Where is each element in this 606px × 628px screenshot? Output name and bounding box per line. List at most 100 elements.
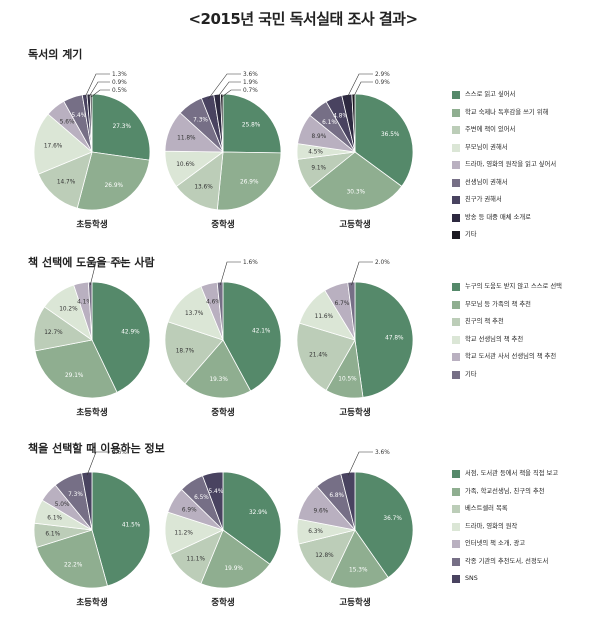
pie-slice [309, 151, 403, 211]
pie-group-label: 중학생 [211, 219, 235, 230]
slice-value-label: 0.9% [375, 80, 390, 86]
page-title: <2015년 국민 독서실태 조사 결과> [188, 10, 418, 28]
pie-slice [33, 113, 93, 175]
leader-line [221, 89, 241, 98]
pie-slice [36, 529, 108, 589]
legend-item: SNS [452, 575, 602, 593]
slice-value-label: 6.9% [182, 508, 197, 514]
slice-value-label: 12.8% [315, 553, 334, 559]
pie-slice [164, 321, 224, 385]
legend-swatch [452, 540, 460, 548]
pie-slice [87, 281, 93, 341]
pie-slice [91, 281, 151, 393]
leader-line [346, 73, 373, 98]
slice-value-label: 25.8% [242, 122, 261, 128]
slice-value-label: 26.9% [105, 183, 124, 189]
pie-0-0: 27.3% 26.9% 14.7% 17.6% 5.6%5.4% 1.3% 0.9% 0.5%… [33, 72, 151, 230]
legend-swatch [452, 161, 460, 169]
slice-value-label: 6.1% [322, 120, 337, 126]
legend-label: 방송 등 대중 매체 소개로 [465, 213, 531, 221]
pie-slice [216, 281, 224, 341]
slice-value-label: 36.5% [381, 132, 400, 138]
leader-line [347, 451, 373, 476]
slice-value-label: 42.1% [252, 328, 271, 334]
pie-slice [91, 93, 151, 161]
slice-value-label: 12.7% [44, 330, 63, 336]
pie-group-label: 초등학생 [76, 407, 107, 418]
legend-swatch [452, 370, 460, 379]
legend-item: 서점, 도서관 등에서 책을 직접 보고 [452, 470, 602, 488]
legend-label: 드라마, 영화의 원작을 읽고 싶어서 [465, 161, 557, 168]
slice-value-label: 0.9% [112, 80, 127, 86]
legend-swatch [452, 470, 460, 478]
legend-label: 드라마, 영화의 원작 [465, 522, 518, 530]
pie-group-label: 초등학생 [76, 219, 107, 230]
legend-label: 학교 선생님의 책 추천 [465, 335, 524, 343]
pie-group-label: 고등학생 [339, 407, 370, 418]
slice-value-label: 11.2% [174, 530, 193, 536]
legend-item: 선생님이 권해서 [452, 178, 602, 197]
slice-value-label: 6.5% [194, 495, 209, 501]
pie-group-label: 고등학생 [339, 219, 370, 230]
slice-value-label: 4.8% [333, 113, 348, 119]
slice-value-label: 6.1% [47, 515, 62, 521]
slice-value-label: 1.6% [243, 260, 258, 266]
legend-item: 방송 등 대중 매체 소개로 [452, 213, 602, 232]
legend-label: 학교 도서관 사서 선생님의 책 추천 [465, 353, 557, 360]
section-title-selection-info: 책을 선택할 때 이용하는 정보 [28, 442, 165, 455]
legend-item: 학교 숙제나 독후감을 쓰기 위해 [452, 108, 602, 127]
legend-swatch [452, 126, 460, 134]
legend-label: 인터넷의 책 소개, 광고 [465, 540, 526, 547]
slice-value-label: 30.3% [347, 189, 366, 195]
legend-item: 가족, 학교선생님, 친구의 추천 [452, 487, 602, 506]
pie-slice [220, 93, 224, 153]
legend-label: 선생님이 권해서 [465, 178, 508, 186]
slice-value-label: 10.5% [338, 377, 357, 383]
legend-swatch [452, 283, 460, 291]
slice-value-label: 1.3% [112, 72, 127, 78]
legend-swatch [452, 505, 460, 513]
slice-value-label: 13.6% [194, 184, 213, 190]
slice-value-label: 3.6% [243, 72, 258, 78]
legend-swatch [452, 108, 460, 117]
slice-value-label: 6.1% [45, 532, 60, 538]
slice-value-label: 29.1% [65, 373, 84, 379]
pie-slice [222, 471, 282, 565]
legend-swatch [452, 575, 460, 583]
legend-item: 친구의 책 추천 [452, 318, 602, 336]
legend-label: 누구의 도움도 받지 않고 스스로 선택 [465, 283, 562, 290]
legend-item: 기타 [452, 370, 602, 389]
leader-line [353, 81, 373, 98]
legend-label: 가족, 학교선생님, 친구의 추천 [465, 487, 545, 495]
slice-value-label: 1.0% [112, 260, 127, 266]
legend-swatch [452, 487, 460, 496]
pie-slice [222, 281, 282, 392]
leader-line [84, 73, 110, 98]
slice-value-label: 4.6% [206, 300, 221, 306]
legend-item: 주변에 책이 있어서 [452, 126, 602, 144]
legend-item: 부모님 등 가족의 책 추천 [452, 300, 602, 319]
legend-label: 친구가 권해서 [465, 196, 502, 203]
pie-slice [354, 281, 414, 398]
leader-line [89, 261, 110, 286]
pie-slice [340, 471, 356, 531]
leader-line [88, 81, 110, 98]
slice-value-label: 17.6% [44, 144, 63, 150]
pie-group-label: 중학생 [211, 597, 235, 608]
slice-value-label: 1.9% [243, 80, 258, 86]
legend-swatch [452, 91, 460, 99]
pie-0-1: 25.8% 26.9% 13.6% 10.6% 11.8% 7.3% 3.6% 1.9% 0.7… [164, 72, 282, 230]
legend-item: 베스트셀러 목록 [452, 505, 602, 523]
legend-swatch [452, 318, 460, 326]
pie-slice [354, 471, 414, 579]
slice-value-label: 10.6% [176, 162, 195, 168]
slice-value-label: 10.2% [59, 306, 78, 312]
slice-value-label: 11.1% [187, 557, 206, 563]
slice-value-label: 3.6% [375, 450, 390, 456]
legend-swatch [452, 196, 460, 204]
legend-swatch [452, 300, 460, 309]
pie-group-label: 고등학생 [339, 597, 370, 608]
slice-value-label: 4.5% [308, 150, 323, 156]
slice-value-label: 11.6% [315, 314, 334, 320]
